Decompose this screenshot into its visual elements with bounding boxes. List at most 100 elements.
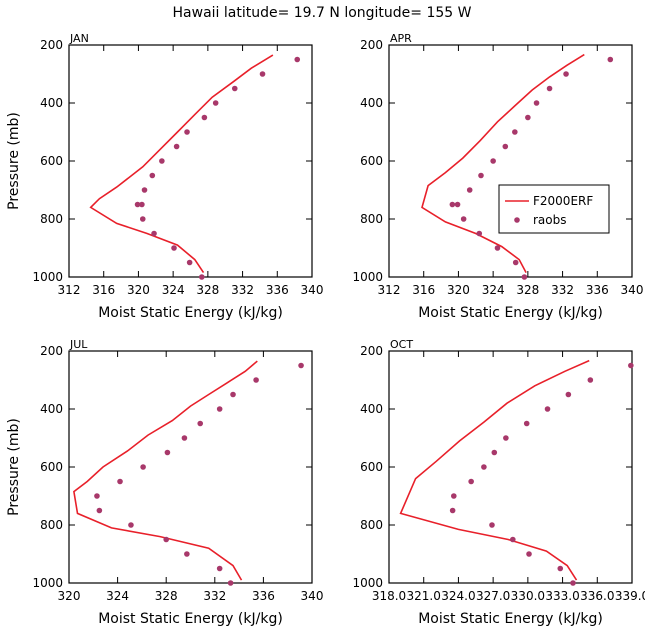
x-tick-label: 312: [58, 283, 81, 297]
raobs-point: [512, 259, 519, 266]
panel-label: APR: [390, 32, 412, 45]
y-tick-label: 400: [360, 402, 383, 416]
y-tick-label: 800: [360, 518, 383, 532]
raobs-point: [231, 85, 238, 92]
y-tick-label: 400: [360, 96, 383, 110]
raobs-point: [151, 230, 157, 237]
y-axis-title: Pressure (mb): [6, 418, 22, 516]
y-tick-label: 600: [360, 460, 383, 474]
raobs-point: [201, 114, 208, 121]
raobs-point: [502, 143, 509, 150]
raobs-point: [253, 377, 259, 383]
panel-label: JUL: [69, 338, 88, 351]
raobs-point: [503, 435, 509, 441]
y-tick-label: 600: [40, 460, 63, 474]
raobs-point: [491, 449, 498, 456]
raobs-point: [181, 435, 188, 441]
y-tick-label: 400: [40, 96, 63, 110]
y-axis-title: Pressure (mb): [6, 112, 22, 210]
raobs-point: [607, 56, 614, 63]
raobs-point: [570, 580, 576, 586]
raobs-point: [134, 201, 141, 208]
raobs-point: [478, 172, 484, 179]
x-tick-label: 327.0: [476, 589, 510, 603]
raobs-point: [259, 71, 266, 77]
panel-label: OCT: [390, 338, 413, 351]
model-line-F2000ERF: [89, 54, 274, 274]
raobs-point: [230, 391, 236, 398]
raobs-point: [557, 565, 564, 572]
x-tick-label: 340: [301, 589, 324, 603]
raobs-point: [197, 420, 204, 427]
legend-entry-model: F2000ERF: [533, 194, 593, 208]
raobs-point: [468, 478, 474, 485]
y-tick-label: 200: [40, 344, 63, 358]
raobs-point: [186, 259, 193, 266]
raobs-point: [546, 85, 553, 92]
raobs-point: [184, 551, 190, 557]
panel-label: JAN: [69, 32, 89, 45]
x-tick-label: 332: [203, 589, 226, 603]
x-tick-label: 340: [621, 283, 644, 297]
x-tick-label: 320: [127, 283, 150, 297]
x-tick-label: 336: [266, 283, 289, 297]
x-axis-title: Moist Static Energy (kJ/kg): [98, 611, 283, 627]
x-axis-title: Moist Static Energy (kJ/kg): [418, 611, 603, 627]
raobs-point: [298, 362, 304, 369]
model-line-F2000ERF: [73, 360, 258, 581]
x-tick-label: 320: [58, 589, 81, 603]
raobs-point: [526, 551, 532, 557]
raobs-point: [490, 158, 496, 164]
x-tick-label: 336: [586, 283, 609, 297]
raobs-point: [149, 172, 156, 179]
plot-frame: [388, 350, 633, 584]
y-tick-label: 200: [360, 38, 383, 52]
raobs-point: [449, 201, 456, 208]
x-tick-label: 316: [92, 283, 115, 297]
x-tick-label: 324: [482, 283, 505, 297]
raobs-point: [139, 201, 145, 208]
raobs-point: [184, 129, 190, 135]
raobs-point: [94, 493, 100, 499]
raobs-point: [489, 522, 495, 528]
raobs-point: [533, 100, 540, 106]
raobs-point: [164, 449, 171, 456]
legend: F2000ERF raobs: [498, 184, 610, 234]
y-tick-label: 200: [40, 38, 63, 52]
x-tick-label: 340: [301, 283, 324, 297]
plot-frame: [388, 44, 633, 278]
raobs-point: [159, 158, 165, 164]
raobs-point: [544, 406, 551, 412]
x-tick-label: 333.0: [545, 589, 579, 603]
plot-frame: [68, 44, 313, 278]
raobs-point: [523, 420, 530, 427]
raobs-point: [454, 201, 461, 208]
raobs-point: [494, 245, 501, 251]
x-axis-title: Moist Static Energy (kJ/kg): [98, 305, 283, 321]
x-tick-label: 321.0: [407, 589, 441, 603]
y-tick-label: 800: [360, 212, 383, 226]
panel-jul: JUL 320 324 328 332 336 340 200 400 600 800 1000 Moi…: [6, 338, 323, 627]
legend-dot-sample: [514, 217, 520, 223]
y-tick-label: 1000: [352, 576, 383, 590]
raobs-point: [227, 580, 234, 586]
raobs-point: [449, 507, 456, 514]
x-tick-label: 336: [252, 589, 275, 603]
raobs-point: [141, 187, 148, 193]
x-axis-title: Moist Static Energy (kJ/kg): [418, 305, 603, 321]
y-tick-label: 800: [40, 518, 63, 532]
raobs-point: [628, 362, 634, 369]
raobs-point: [521, 274, 528, 280]
raobs-point: [216, 406, 223, 412]
raobs-point: [96, 507, 103, 514]
raobs-point: [171, 245, 177, 251]
raobs-point: [587, 377, 594, 383]
x-tick-label: 316: [412, 283, 435, 297]
raobs-point: [173, 143, 180, 150]
raobs-point: [139, 216, 146, 222]
panel-oct: OCT 318.0 321.0 324.0 327.0 330.0 333.0 336.0 33…: [352, 338, 645, 627]
x-tick-label: 332: [551, 283, 574, 297]
raobs-point: [128, 522, 134, 528]
raobs-point: [563, 71, 569, 77]
